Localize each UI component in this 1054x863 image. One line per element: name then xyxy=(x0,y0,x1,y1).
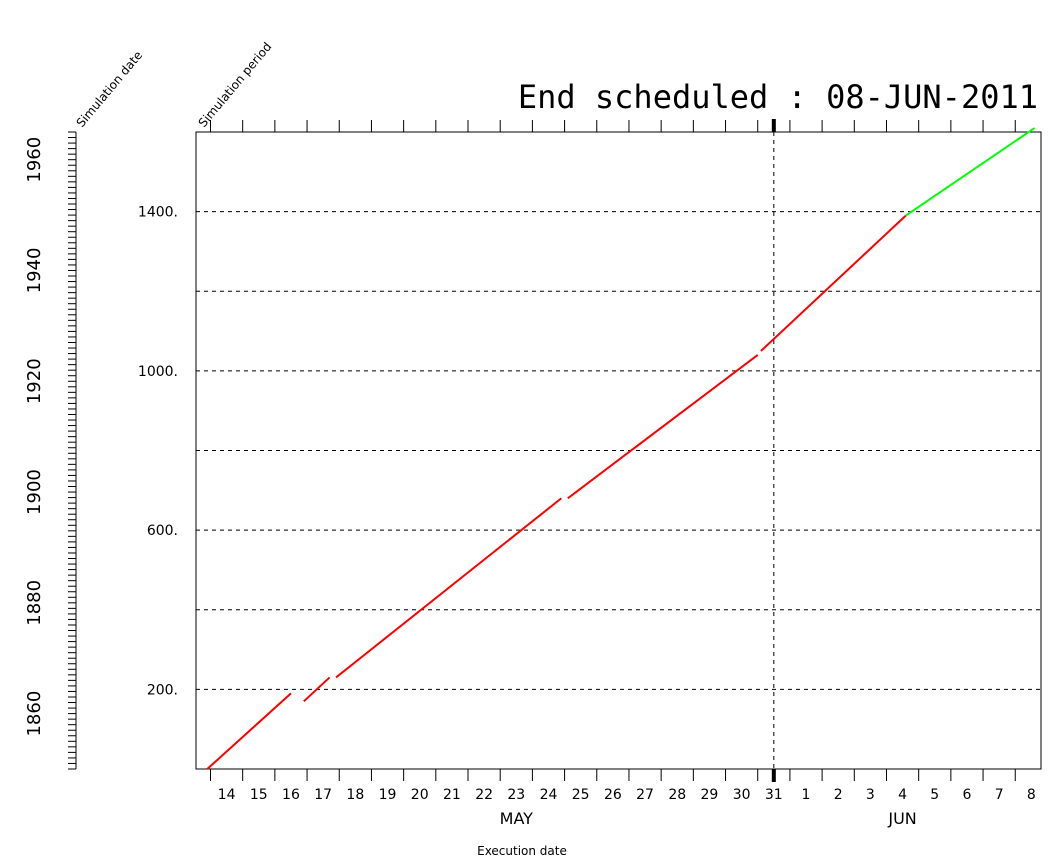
x-tick-label: 18 xyxy=(346,787,364,803)
series-segment xyxy=(567,354,759,500)
chart-title: End scheduled : 08-JUN-2011 xyxy=(518,78,1038,116)
series-segment xyxy=(303,676,331,703)
y-tick-label: 1400. xyxy=(138,205,178,221)
series-segment xyxy=(905,127,1036,217)
x-tick-label: 5 xyxy=(930,787,939,803)
month-label: JUN xyxy=(887,809,916,828)
y-tick-label: 200. xyxy=(147,682,178,698)
x-tick-label: 15 xyxy=(250,787,268,803)
x-tick-label: 23 xyxy=(507,787,525,803)
x-tick-label: 20 xyxy=(411,787,429,803)
month-label: MAY xyxy=(500,809,534,828)
simulation-period-label: Simulation period xyxy=(196,40,275,130)
x-tick-label: 30 xyxy=(733,787,751,803)
today-marker-bottom xyxy=(771,769,776,782)
x-tick-label: 25 xyxy=(572,787,590,803)
x-tick-label: 8 xyxy=(1027,787,1036,803)
plot-frame xyxy=(195,131,1042,770)
x-tick-label: 16 xyxy=(282,787,300,803)
x-tick-label: 1 xyxy=(802,787,811,803)
x-tick-label: 28 xyxy=(668,787,686,803)
y-tick-layer: 200. 600. 1000. 1400. xyxy=(138,205,178,699)
x-tick-label: 21 xyxy=(443,787,461,803)
x-tick-label: 4 xyxy=(898,787,907,803)
x-axis-title: Execution date xyxy=(477,844,567,858)
x-tick-label: 31 xyxy=(765,787,783,803)
x-tick-label: 24 xyxy=(540,787,558,803)
simulation-date-label: Simulation date xyxy=(74,48,146,130)
x-tick-label: 22 xyxy=(475,787,493,803)
x-tick-label: 14 xyxy=(218,787,236,803)
sim-date-tick-label: 1920 xyxy=(24,358,45,404)
x-tick-label: 29 xyxy=(701,787,719,803)
x-tick-label: 26 xyxy=(604,787,622,803)
sim-date-tick-label: 1960 xyxy=(24,137,45,183)
sim-date-tick-label: 1940 xyxy=(24,248,45,294)
series-layer xyxy=(206,127,1036,770)
x-tick-layer: 14 15 16 17 18 19 20 21 22 23 24 25 26 27 28 29 30 31 1 2 3 4… xyxy=(209,120,1036,828)
series-segment xyxy=(335,497,562,679)
sim-date-tick-label: 1880 xyxy=(24,580,45,626)
grid-layer xyxy=(196,119,1041,782)
y-tick-label: 600. xyxy=(147,523,178,539)
today-marker-top xyxy=(771,119,776,132)
sim-date-tick-label: 1900 xyxy=(24,469,45,515)
x-tick-label: 19 xyxy=(379,787,397,803)
x-tick-label: 2 xyxy=(834,787,843,803)
x-tick-label: 3 xyxy=(866,787,875,803)
y-tick-label: 1000. xyxy=(138,364,178,380)
simulation-date-axis: 1860 1880 1900 1920 1940 1960 xyxy=(24,131,77,770)
series-segment xyxy=(760,214,907,352)
x-tick-label: 6 xyxy=(963,787,972,803)
x-tick-label: 7 xyxy=(995,787,1004,803)
x-tick-label: 27 xyxy=(636,787,654,803)
sim-date-tick-label: 1860 xyxy=(24,691,45,737)
series-segment xyxy=(206,692,292,770)
x-tick-label: 17 xyxy=(314,787,332,803)
